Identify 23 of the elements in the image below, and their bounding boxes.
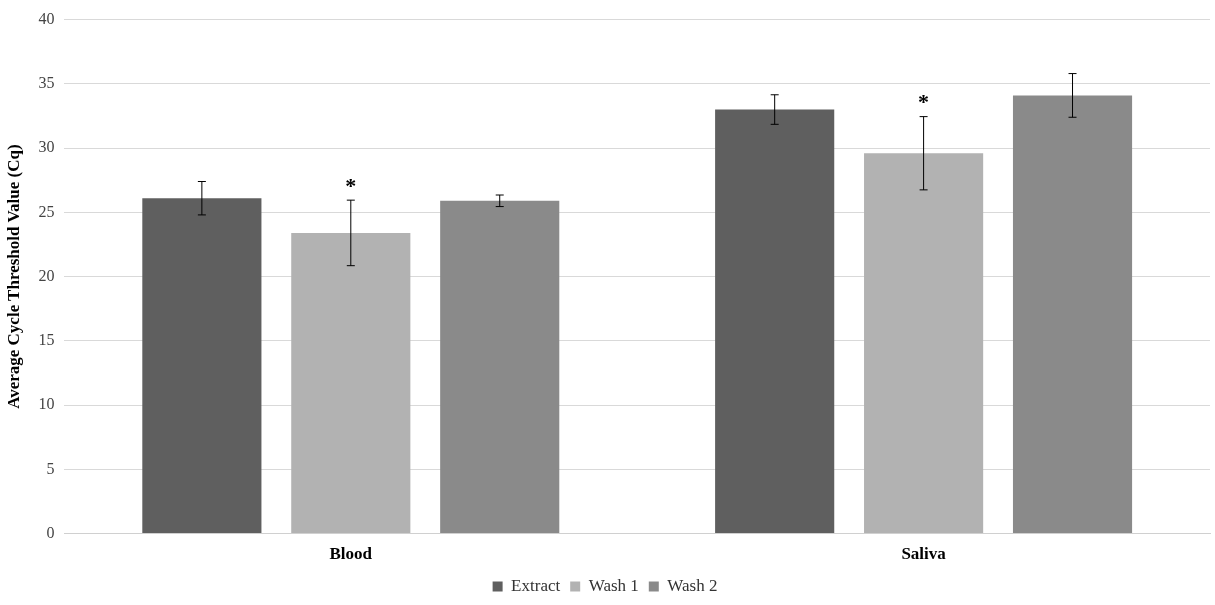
x-tick-label: Blood: [329, 544, 373, 564]
bar: [1012, 95, 1133, 534]
y-tick-label: 15: [38, 331, 55, 349]
y-tick-label: 35: [38, 74, 55, 92]
annotation: *: [345, 172, 357, 198]
y-tick-label: 40: [38, 9, 55, 27]
legend-label: Wash 1: [588, 575, 639, 595]
y-tick-label: 10: [38, 395, 55, 413]
y-tick-label: 25: [38, 202, 55, 220]
y-tick-label: 5: [46, 459, 55, 477]
legend-label: Extract: [511, 575, 561, 595]
bar: [864, 153, 984, 534]
bar: [440, 200, 560, 534]
bar: [291, 232, 411, 534]
y-tick-label: 20: [38, 266, 55, 284]
bar: [142, 198, 262, 534]
y-tick-label: 0: [46, 523, 55, 541]
annotation: *: [918, 89, 930, 115]
y-axis-title: Average Cycle Threshold Value (Cq): [3, 144, 23, 409]
y-tick-label: 30: [38, 138, 55, 156]
legend-label: Wash 2: [667, 575, 718, 595]
x-tick-label: Saliva: [901, 544, 947, 564]
bar: [715, 109, 835, 534]
